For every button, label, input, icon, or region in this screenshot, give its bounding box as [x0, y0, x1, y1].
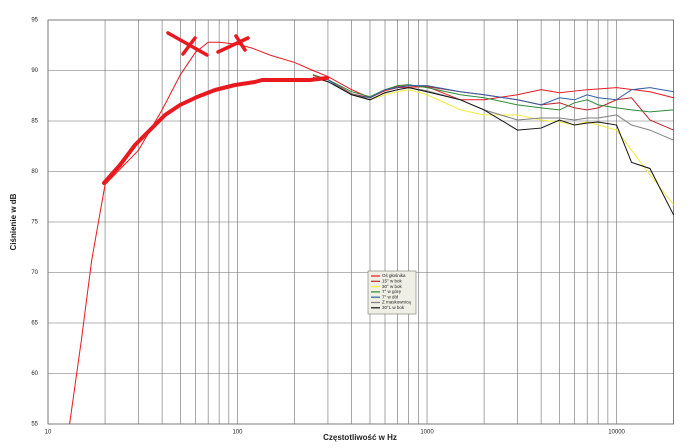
legend-label: 7° w górę: [382, 289, 402, 294]
y-axis-title: Ciśnienie w dB: [9, 193, 18, 250]
series-line: [312, 74, 674, 113]
cross-mark: [166, 31, 209, 57]
x-tick-label: 1000: [420, 430, 434, 436]
y-tick-label: 65: [31, 321, 38, 327]
x-tick-label: 10: [45, 430, 52, 436]
cross-mark: [216, 34, 250, 54]
hand-annotation: [102, 31, 329, 185]
legend-label: Oś głośnika: [382, 273, 406, 278]
y-tick-label: 90: [31, 68, 38, 74]
legend-label: 30°L w bok: [382, 305, 405, 310]
y-tick-label: 55: [31, 422, 38, 428]
x-tick-label: 100: [233, 430, 244, 436]
legend-label: Z maskownicą: [382, 300, 411, 305]
series-line: [312, 77, 675, 216]
series-line: [312, 77, 674, 106]
legend-label: 7° w dół: [382, 294, 398, 299]
legend-label: 30° w bok: [382, 284, 403, 289]
series-line: [69, 41, 674, 425]
hand-drawn-curve: [102, 76, 329, 185]
x-axis-title: Częstotliwość w Hz: [323, 433, 397, 442]
y-tick-label: 95: [31, 18, 38, 24]
y-tick-label: 75: [31, 220, 38, 226]
x-tick-label: 10000: [608, 430, 625, 436]
y-tick-label: 70: [31, 270, 38, 276]
y-tick-label: 60: [31, 371, 38, 377]
lines: [69, 41, 675, 425]
legend-label: 15° w bok: [382, 278, 403, 283]
y-tick-label: 80: [31, 169, 38, 175]
y-tick-label: 85: [31, 119, 38, 125]
